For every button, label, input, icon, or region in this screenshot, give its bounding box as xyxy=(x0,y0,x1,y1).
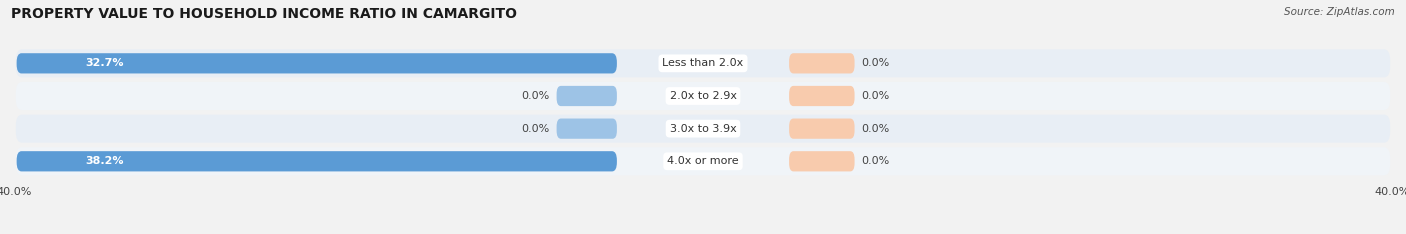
Text: Less than 2.0x: Less than 2.0x xyxy=(662,58,744,68)
Text: 0.0%: 0.0% xyxy=(522,124,550,134)
Text: 0.0%: 0.0% xyxy=(862,58,890,68)
FancyBboxPatch shape xyxy=(15,82,1391,110)
Text: 32.7%: 32.7% xyxy=(86,58,124,68)
FancyBboxPatch shape xyxy=(557,86,617,106)
Text: 38.2%: 38.2% xyxy=(86,156,124,166)
Text: Source: ZipAtlas.com: Source: ZipAtlas.com xyxy=(1284,7,1395,17)
Text: 3.0x to 3.9x: 3.0x to 3.9x xyxy=(669,124,737,134)
FancyBboxPatch shape xyxy=(15,147,1391,175)
Text: PROPERTY VALUE TO HOUSEHOLD INCOME RATIO IN CAMARGITO: PROPERTY VALUE TO HOUSEHOLD INCOME RATIO… xyxy=(11,7,517,21)
FancyBboxPatch shape xyxy=(789,53,855,73)
FancyBboxPatch shape xyxy=(17,151,617,172)
FancyBboxPatch shape xyxy=(15,115,1391,143)
Text: 0.0%: 0.0% xyxy=(862,156,890,166)
Text: 0.0%: 0.0% xyxy=(522,91,550,101)
FancyBboxPatch shape xyxy=(557,119,617,139)
FancyBboxPatch shape xyxy=(789,119,855,139)
FancyBboxPatch shape xyxy=(789,151,855,172)
Text: 0.0%: 0.0% xyxy=(862,91,890,101)
Text: 0.0%: 0.0% xyxy=(862,124,890,134)
FancyBboxPatch shape xyxy=(789,86,855,106)
FancyBboxPatch shape xyxy=(15,49,1391,77)
FancyBboxPatch shape xyxy=(17,53,617,73)
Text: 2.0x to 2.9x: 2.0x to 2.9x xyxy=(669,91,737,101)
Text: 4.0x or more: 4.0x or more xyxy=(668,156,738,166)
